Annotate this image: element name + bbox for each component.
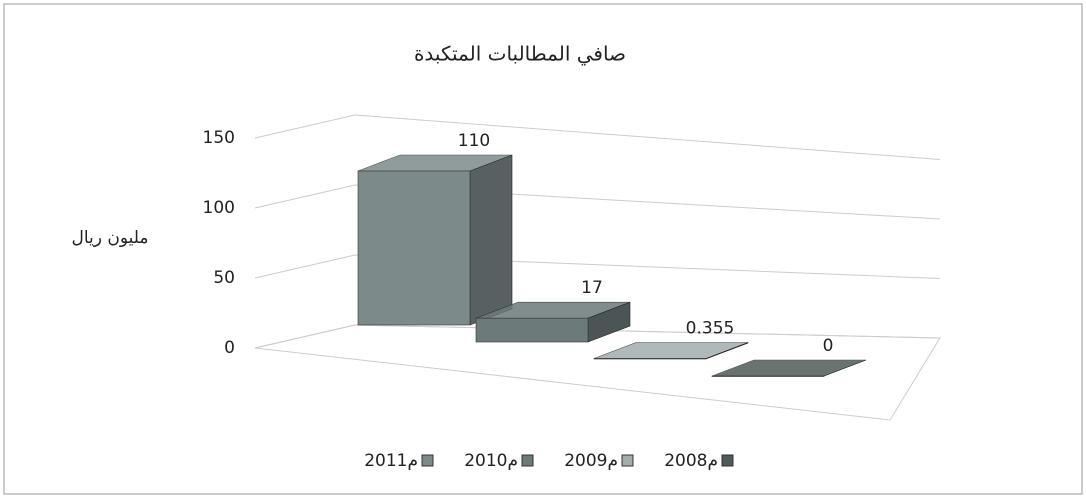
bar xyxy=(475,317,589,343)
legend-swatch xyxy=(621,454,634,467)
bar-side xyxy=(469,154,513,326)
y-tick-label: 0 xyxy=(224,338,235,358)
data-label: 0.355 xyxy=(686,319,735,339)
bar xyxy=(593,358,707,360)
bar-side xyxy=(823,359,867,377)
bar xyxy=(711,375,825,377)
legend-label: 2009م xyxy=(564,451,618,471)
grid-line xyxy=(354,114,941,160)
grid-line xyxy=(354,324,941,339)
data-label: 110 xyxy=(458,131,490,151)
y-axis-label: مليون ريال xyxy=(71,228,148,248)
y-tick-label: 100 xyxy=(203,198,235,218)
legend-swatch xyxy=(421,454,434,467)
data-label: 17 xyxy=(581,278,603,298)
grid-line xyxy=(254,324,356,349)
grid-line xyxy=(254,114,356,139)
legend-swatch xyxy=(521,454,534,467)
y-tick-label: 150 xyxy=(203,128,235,148)
legend-swatch xyxy=(721,454,734,467)
legend-label: 2011م xyxy=(364,451,418,471)
grid-line xyxy=(254,184,356,209)
y-tick-label: 50 xyxy=(213,268,235,288)
chart-title: صافي المطالبات المتكبدة xyxy=(414,42,626,67)
data-label: 0 xyxy=(823,336,834,356)
legend-label: 2010م xyxy=(464,451,518,471)
legend-label: 2008م xyxy=(664,451,718,471)
bar xyxy=(357,170,471,326)
frame xyxy=(3,3,1083,495)
grid-line xyxy=(254,254,356,279)
